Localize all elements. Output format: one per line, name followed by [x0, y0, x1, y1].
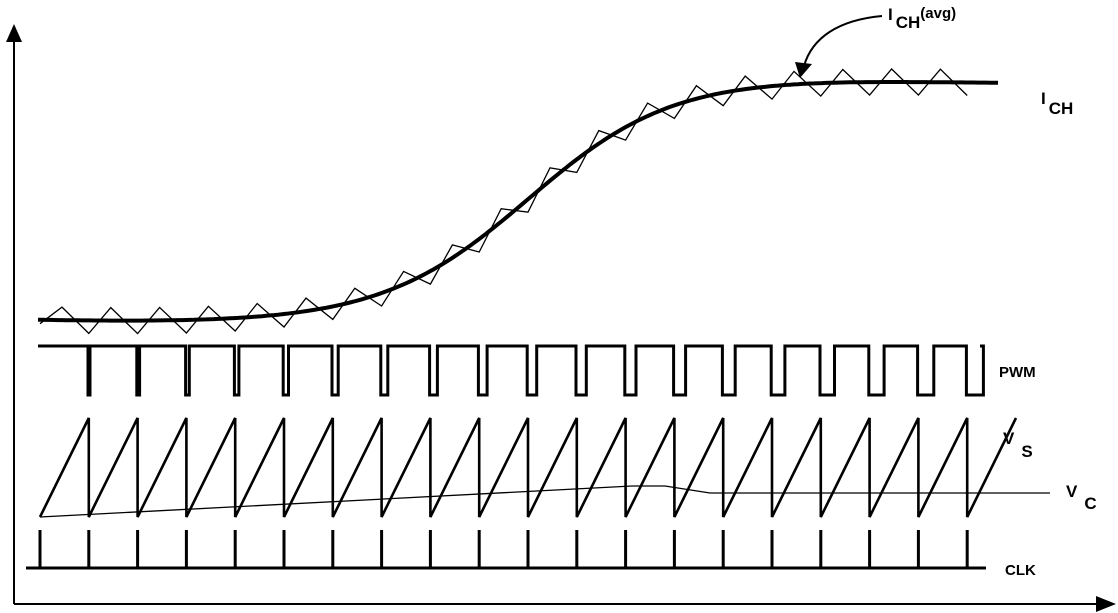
ich-avg-callout — [795, 15, 883, 78]
vs-waveform — [38, 417, 1018, 518]
clk-line — [26, 530, 986, 570]
ich-ripple-waveform — [39, 68, 968, 335]
ich-avg-label: I CH(avg) — [888, 5, 956, 32]
vc-label: VC — [1066, 482, 1097, 513]
pwm-line — [38, 344, 985, 397]
axes — [6, 24, 1116, 612]
vs-sawtooth-line — [38, 417, 1018, 518]
clk-label: CLK — [1005, 562, 1036, 579]
callout-arrowhead — [795, 62, 812, 78]
pwm-waveform — [38, 344, 985, 397]
clk-waveform — [26, 530, 986, 570]
y-axis-arrowhead — [6, 24, 22, 42]
ich-ripple-line — [39, 68, 968, 335]
vc-waveform — [39, 485, 1050, 518]
callout-arrow-line — [803, 15, 883, 67]
ich-avg-curve — [37, 80, 998, 323]
ich-label: ICH — [1041, 89, 1073, 118]
pwm-label: PWM — [999, 364, 1036, 381]
x-axis-arrowhead — [1096, 596, 1116, 612]
vs-label: VS — [1003, 429, 1033, 461]
ich-avg-waveform — [37, 80, 998, 323]
vc-line — [39, 485, 1050, 518]
